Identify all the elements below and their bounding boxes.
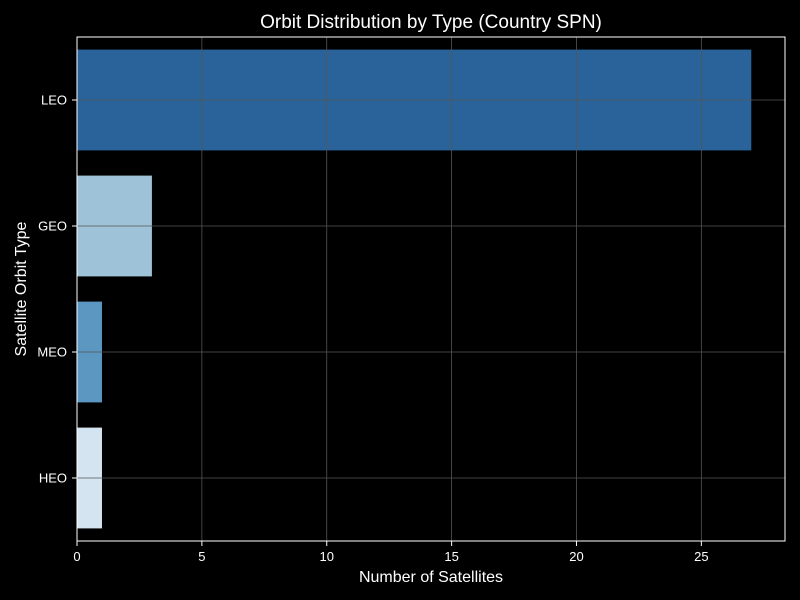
- x-tick-label: 10: [320, 549, 334, 564]
- x-tick-label: 0: [73, 549, 80, 564]
- x-tick-label: 5: [198, 549, 205, 564]
- x-ticks: 0 5 10 15 20 25: [73, 541, 709, 564]
- y-tick-label-meo: MEO: [37, 345, 67, 360]
- x-axis-label: Number of Satellites: [359, 569, 503, 586]
- y-axis-label: Satellite Orbit Type: [13, 221, 30, 356]
- x-tick-label: 15: [444, 549, 458, 564]
- plot-frame: [76, 36, 786, 542]
- chart-title: Orbit Distribution by Type (Country SPN): [260, 12, 602, 33]
- bars: [77, 49, 752, 529]
- y-ticks: LEO GEO MEO HEO: [37, 93, 77, 486]
- y-tick-label-leo: LEO: [41, 93, 67, 108]
- x-tick-label: 20: [569, 549, 583, 564]
- x-tick-label: 25: [694, 549, 708, 564]
- y-tick-label-heo: HEO: [39, 471, 67, 486]
- y-tick-label-geo: GEO: [38, 219, 67, 234]
